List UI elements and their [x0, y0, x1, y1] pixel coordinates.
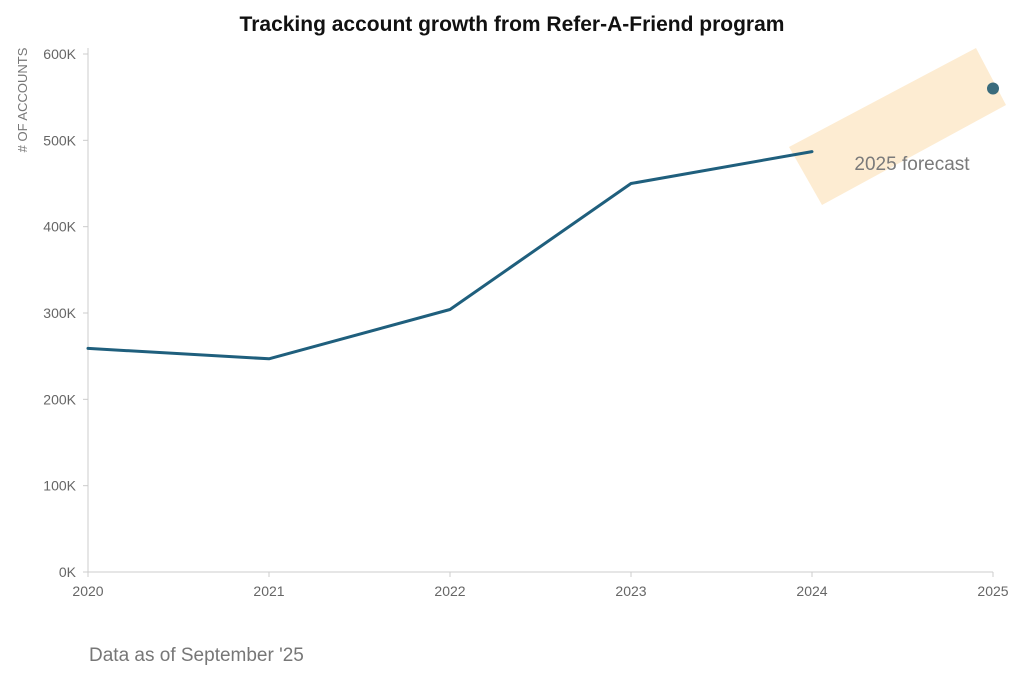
- y-tick-label: 0K: [59, 564, 77, 580]
- x-tick-label: 2020: [72, 583, 103, 599]
- x-tick-label: 2023: [615, 583, 646, 599]
- y-tick-label: 600K: [43, 46, 76, 62]
- y-tick-label: 100K: [43, 478, 76, 494]
- forecast-highlight: [789, 48, 1006, 205]
- x-tick-label: 2024: [796, 583, 827, 599]
- y-tick-label: 500K: [43, 132, 76, 148]
- series-line: [86, 150, 814, 361]
- x-tick-label: 2025: [977, 583, 1008, 599]
- forecast-annotation: 2025 forecast: [854, 154, 970, 175]
- data-footnote: Data as of September '25: [89, 645, 304, 666]
- y-tick-label: 400K: [43, 219, 76, 235]
- forecast-point: [987, 82, 999, 95]
- y-axis-title: # OF ACCOUNTS: [15, 47, 30, 152]
- x-tick-label: 2021: [253, 583, 284, 599]
- chart-title: Tracking account growth from Refer-A-Fri…: [240, 13, 785, 36]
- x-tick-label: 2022: [434, 583, 465, 599]
- y-tick-label: 300K: [43, 305, 76, 321]
- y-tick-label: 200K: [43, 391, 76, 407]
